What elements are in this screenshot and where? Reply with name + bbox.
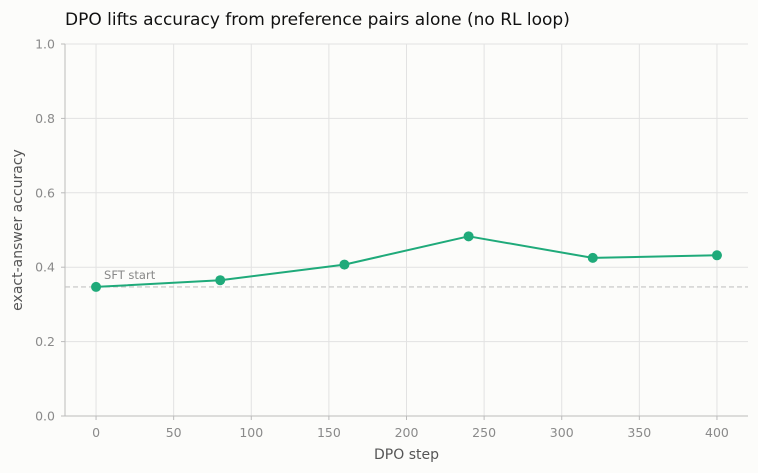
x-tick-label: 200 <box>395 425 419 440</box>
reference-line-label: SFT start <box>104 268 156 282</box>
axes-layer <box>61 43 748 420</box>
y-axis-label: exact-answer accuracy <box>10 149 26 311</box>
x-tick-label: 0 <box>92 425 100 440</box>
chart-title: DPO lifts accuracy from preference pairs… <box>65 10 570 30</box>
y-tick-label: 0.4 <box>35 260 55 275</box>
x-tick-label: 300 <box>550 425 574 440</box>
x-axis-label: DPO step <box>374 447 439 463</box>
y-tick-label: 0.6 <box>35 185 55 200</box>
series-line <box>95 235 718 288</box>
series-layer <box>91 231 722 292</box>
x-tick-label: 150 <box>317 425 341 440</box>
x-tick-label: 50 <box>166 425 182 440</box>
grid-layer <box>65 43 748 417</box>
y-tick-label: 0.2 <box>35 334 55 349</box>
x-tick-label: 250 <box>472 425 496 440</box>
x-tick-label: 100 <box>239 425 263 440</box>
data-point <box>91 281 102 292</box>
data-point <box>339 259 350 270</box>
y-tick-label: 1.0 <box>35 37 55 52</box>
y-tick-label: 0.0 <box>35 409 55 424</box>
x-tick-label: 400 <box>705 425 729 440</box>
x-tick-label: 350 <box>627 425 651 440</box>
y-tick-label: 0.8 <box>35 111 55 126</box>
reference-line-layer: SFT start <box>65 268 748 288</box>
data-point <box>711 250 722 261</box>
data-point <box>587 252 598 263</box>
data-point <box>215 275 226 286</box>
tick-labels-layer: 0 50 100 150 200 250 300 350 400 0.0 0.2 0.4 0.6 0.8 1… <box>35 37 729 441</box>
data-point <box>463 231 474 242</box>
